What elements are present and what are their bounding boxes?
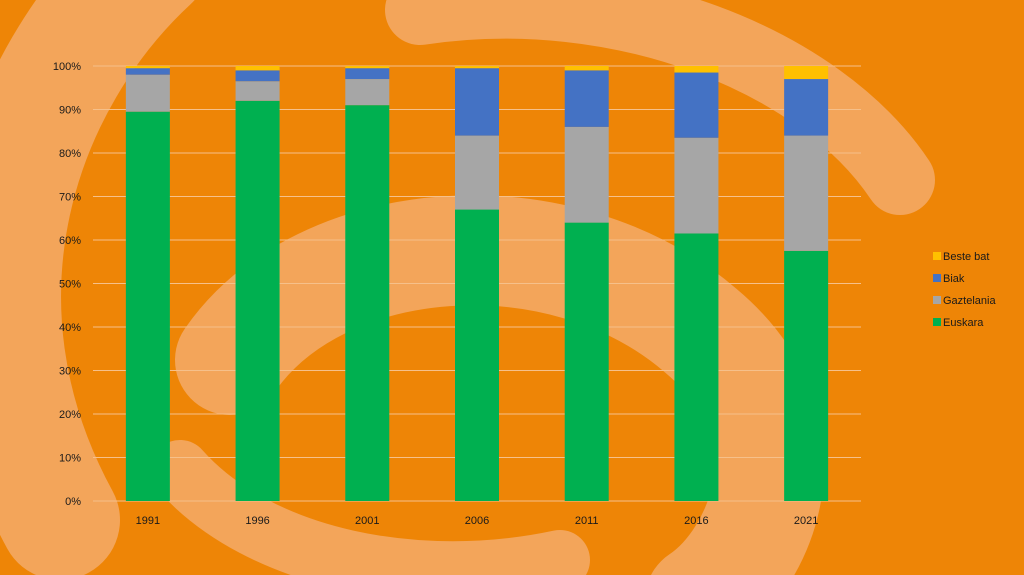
bar-segment-biak [345, 68, 390, 80]
y-tick-label: 50% [59, 279, 81, 291]
bar-segment-gaztelania [784, 135, 829, 251]
bar-segment-euskara [784, 250, 829, 501]
x-tick-label: 1996 [245, 515, 269, 527]
bar-segment-beste-bat [125, 66, 170, 69]
x-tick-label: 2011 [575, 515, 599, 527]
bar-segment-gaztelania [674, 137, 719, 234]
bar-segment-beste-bat [345, 66, 390, 69]
background-swirl [0, 0, 935, 575]
bar-segment-euskara [564, 222, 609, 501]
x-axis-ticks: 1991 1996 2001 2006 2011 2016 2021 [136, 515, 819, 527]
legend-label: Biak [943, 273, 965, 285]
bar-segment-beste-bat [455, 66, 499, 69]
y-tick-label: 60% [59, 235, 81, 247]
y-tick-label: 0% [65, 496, 81, 508]
bar-segment-euskara [345, 105, 390, 502]
y-tick-label: 90% [59, 105, 81, 117]
bar-segment-beste-bat [784, 66, 829, 80]
swirl-arc [385, 0, 935, 215]
legend-swatch [933, 274, 941, 282]
bar-segment-gaztelania [455, 135, 499, 210]
y-tick-label: 80% [59, 148, 81, 160]
bar-segment-gaztelania [235, 81, 280, 101]
swirl-arc [175, 195, 825, 575]
legend: Beste bat Biak Gaztelania Euskara [933, 251, 996, 329]
legend-label: Euskara [943, 317, 984, 329]
x-tick-label: 2021 [794, 515, 818, 527]
bar-segment-beste-bat [674, 66, 719, 73]
y-tick-label: 40% [59, 322, 81, 334]
bar-segment-gaztelania [125, 74, 170, 112]
legend-label: Gaztelania [943, 295, 996, 307]
bar-segment-beste-bat [235, 66, 280, 71]
legend-swatch [933, 252, 941, 260]
y-axis-ticks: 0% 10% 20% 30% 40% 50% 60% 70% 80% 90% 100% [53, 61, 81, 508]
bar-segment-biak [235, 70, 280, 82]
bar-segment-biak [125, 68, 170, 75]
bar-segment-gaztelania [564, 126, 609, 223]
x-tick-label: 1991 [136, 515, 160, 527]
bar-segment-euskara [125, 111, 170, 502]
y-tick-label: 70% [59, 192, 81, 204]
y-tick-label: 20% [59, 409, 81, 421]
legend-label: Beste bat [943, 251, 989, 263]
bars [125, 66, 829, 502]
bar-segment-beste-bat [564, 66, 609, 71]
x-tick-label: 2001 [355, 515, 379, 527]
y-tick-label: 30% [59, 366, 81, 378]
legend-swatch [933, 296, 941, 304]
bar-segment-gaztelania [345, 79, 390, 106]
y-tick-label: 10% [59, 453, 81, 465]
x-tick-label: 2016 [684, 515, 708, 527]
bar-segment-biak [455, 68, 499, 136]
swirl-arc [0, 0, 195, 575]
bar-segment-biak [564, 70, 609, 127]
x-tick-label: 2006 [465, 515, 489, 527]
bar-segment-euskara [455, 209, 499, 502]
bar-segment-euskara [674, 233, 719, 501]
y-tick-label: 100% [53, 61, 81, 73]
bar-segment-euskara [235, 100, 280, 502]
bar-segment-biak [674, 72, 719, 138]
bar-segment-biak [784, 79, 829, 136]
legend-swatch [933, 318, 941, 326]
swirl-arc [150, 440, 590, 575]
